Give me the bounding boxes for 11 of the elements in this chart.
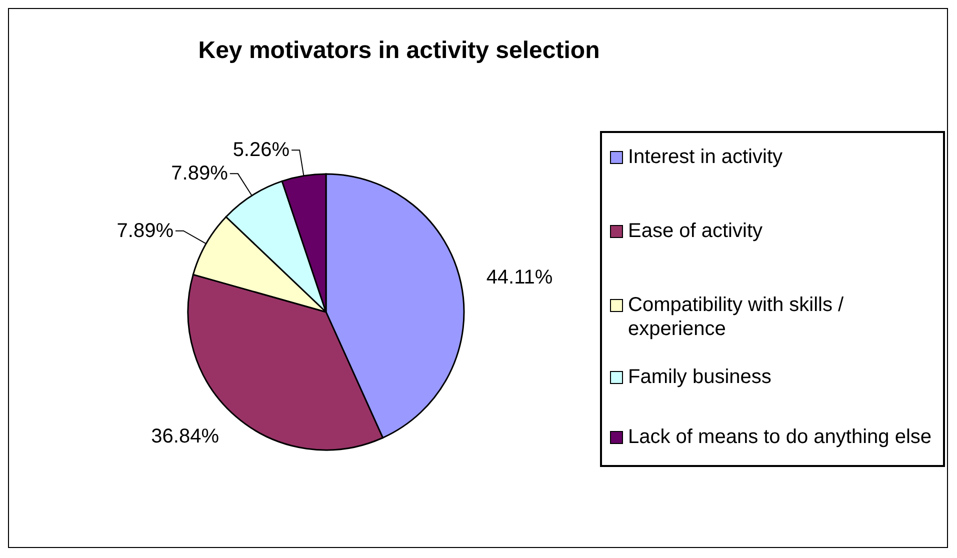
data-label: 7.89% (116, 220, 174, 242)
legend-label: Interest in activity (628, 145, 783, 169)
chart-title: Key motivators in activity selection (197, 37, 601, 65)
legend-label: Compatibility with skills / experience (628, 293, 845, 341)
legend-label: Family business (628, 365, 772, 389)
data-label: 5.26% (232, 139, 290, 162)
data-label: 7.89% (171, 162, 228, 185)
data-label: 44.11% (486, 266, 553, 288)
data-label: 36.84% (151, 425, 220, 448)
legend-label: Lack of means to do anything else (628, 425, 932, 449)
legend-label: Ease of activity (628, 219, 763, 243)
